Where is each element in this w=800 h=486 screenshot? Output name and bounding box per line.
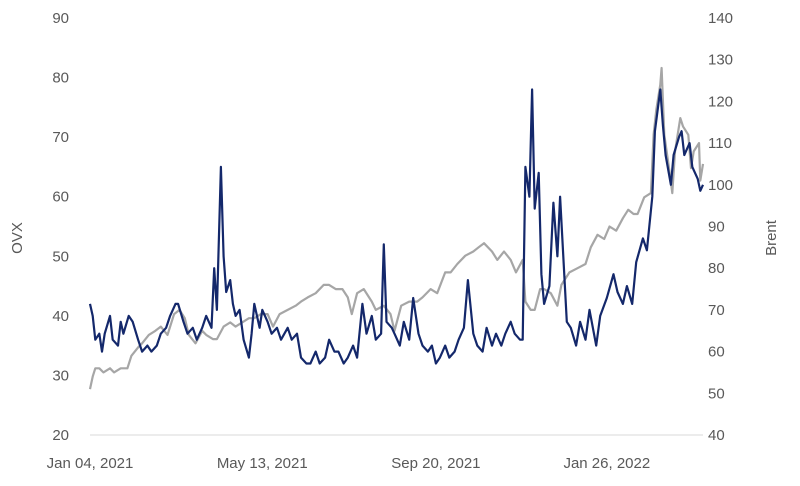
right-tick-label: 110 (708, 135, 732, 152)
right-tick-label: 140 (708, 10, 733, 27)
right-axis-title: Brent (763, 219, 780, 256)
right-tick-label: 100 (708, 177, 733, 194)
right-tick-label: 80 (708, 260, 725, 277)
right-tick-label: 60 (708, 344, 725, 361)
right-tick-label: 40 (708, 427, 725, 444)
left-tick-label: 70 (52, 129, 69, 146)
left-tick-label: 40 (52, 308, 69, 325)
left-axis-ticks: 20 30 40 50 60 70 80 90 (52, 10, 69, 444)
x-tick-label: Jan 26, 2022 (563, 455, 650, 472)
left-tick-label: 20 (52, 427, 69, 444)
x-tick-label: May 13, 2021 (217, 455, 308, 472)
right-tick-label: 120 (708, 93, 733, 110)
left-tick-label: 30 (52, 367, 69, 384)
left-tick-label: 80 (52, 70, 69, 87)
series-line-ovx (88, 88, 705, 365)
left-tick-label: 60 (52, 189, 69, 206)
x-tick-label: Jan 04, 2021 (47, 455, 134, 472)
right-tick-label: 130 (708, 52, 733, 69)
right-tick-label: 90 (708, 219, 725, 236)
series-layer (88, 66, 705, 390)
right-axis-ticks: 40 50 60 70 80 90 100 110 120 130 140 (708, 10, 733, 444)
x-tick-label: Sep 20, 2021 (391, 455, 480, 472)
right-tick-label: 50 (708, 385, 725, 402)
right-tick-label: 70 (708, 302, 725, 319)
x-axis-ticks: Jan 04, 2021 May 13, 2021 Sep 20, 2021 Jan … (47, 455, 651, 472)
left-axis-title: OVX (9, 222, 26, 254)
series-line-brent (88, 66, 705, 390)
left-tick-label: 90 (52, 10, 69, 27)
left-tick-label: 50 (52, 248, 69, 265)
